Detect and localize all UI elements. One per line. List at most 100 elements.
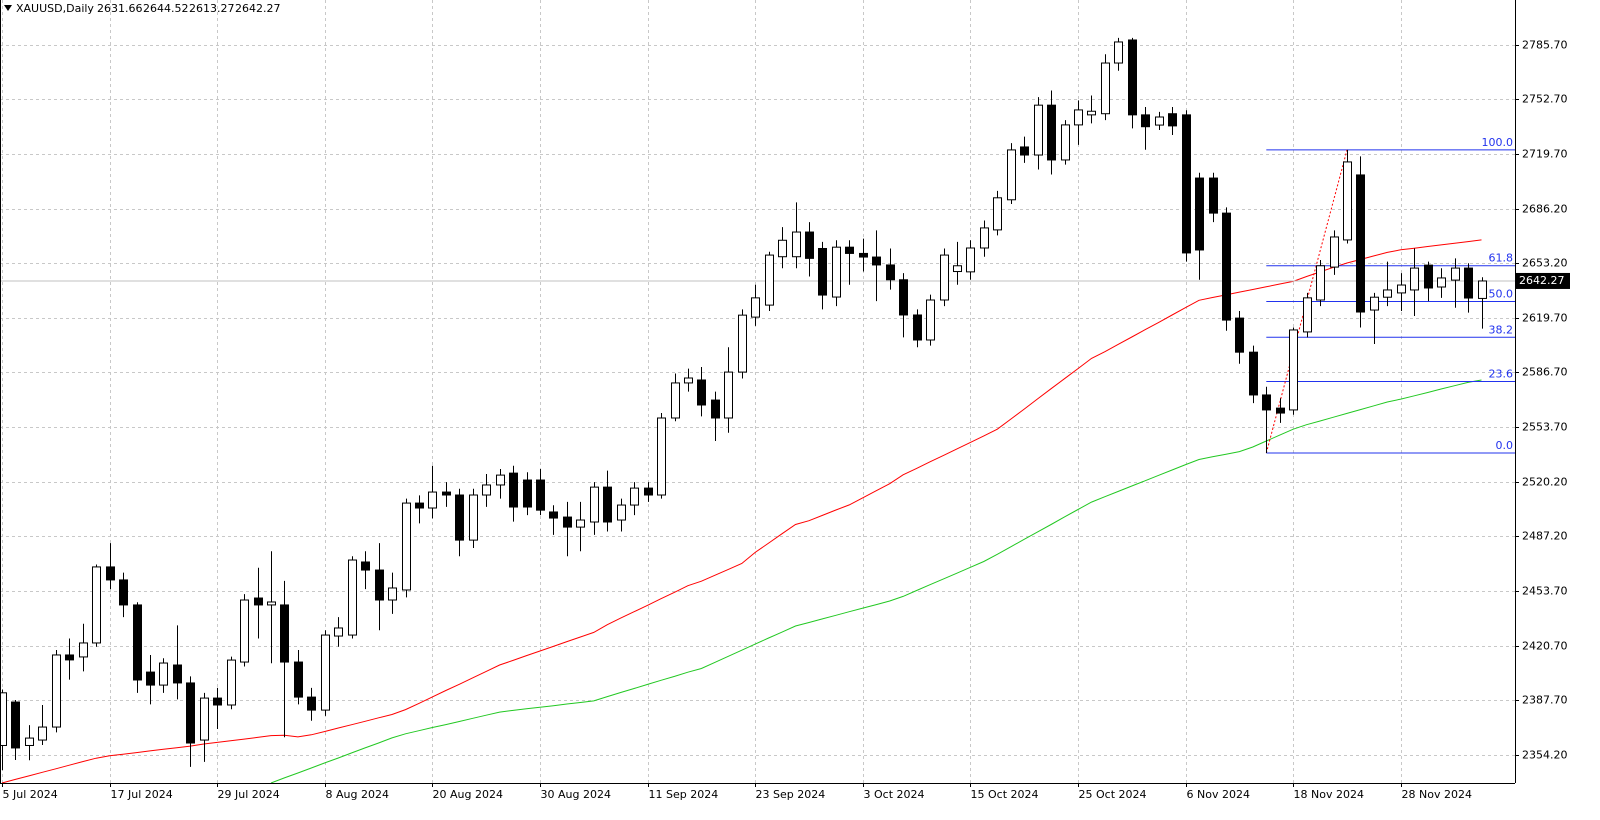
candle-body — [321, 634, 330, 711]
candle-body — [428, 491, 437, 509]
candle-body — [38, 726, 47, 741]
candle-body — [1276, 407, 1285, 414]
candle-body — [1478, 280, 1487, 299]
candle-body — [227, 659, 236, 706]
candle-body — [509, 472, 518, 508]
candle-body — [630, 487, 639, 506]
candle-body — [1410, 267, 1419, 291]
y-tick-label: 2785.70 — [1522, 39, 1568, 52]
x-tick-label: 28 Nov 2024 — [1402, 788, 1472, 801]
candle-body — [133, 604, 142, 681]
candle-body — [442, 491, 451, 496]
candle-body — [25, 737, 34, 746]
x-tick-label: 25 Oct 2024 — [1079, 788, 1147, 801]
candle-body — [402, 502, 411, 591]
candle-body — [765, 254, 774, 306]
candle-body — [966, 247, 975, 273]
axes: 2354.20 2387.70 2420.70 2453.70 2487.20 2520.… — [2, 39, 1570, 801]
candle-body — [375, 569, 384, 601]
candle-body — [1451, 267, 1460, 281]
candle-body — [845, 246, 854, 254]
candle-body — [240, 599, 249, 663]
candle-body — [1074, 109, 1083, 126]
candle-body — [1222, 212, 1231, 321]
candle-body — [523, 479, 532, 508]
candle-body — [926, 299, 935, 341]
candle-body — [267, 601, 276, 606]
x-tick-label: 18 Nov 2024 — [1294, 788, 1364, 801]
candle-body — [1128, 39, 1137, 116]
candle-body — [254, 597, 263, 606]
y-tick-label: 2586.70 — [1522, 366, 1568, 379]
candle-body — [1464, 267, 1473, 299]
y-tick-label: 2387.70 — [1522, 694, 1568, 707]
candle-body — [455, 494, 464, 541]
candle-body — [388, 587, 397, 601]
candle-body — [684, 377, 693, 384]
moving-average — [270, 379, 1482, 783]
candle-body — [644, 487, 653, 496]
y-tick-label: 2453.70 — [1522, 585, 1568, 598]
x-tick-label: 29 Jul 2024 — [218, 788, 280, 801]
candle-body — [1330, 236, 1339, 268]
x-tick-label: 3 Oct 2024 — [864, 788, 925, 801]
candle-body — [1007, 149, 1016, 201]
candle-body — [576, 519, 585, 528]
candle-body — [119, 579, 128, 606]
candle-body — [872, 256, 881, 266]
candle-body — [1289, 329, 1298, 411]
candle-body — [1343, 161, 1352, 241]
candle-body — [1101, 62, 1110, 115]
y-tick-label: 2553.70 — [1522, 421, 1568, 434]
candle-body — [307, 696, 316, 711]
x-tick-label: 20 Aug 2024 — [433, 788, 503, 801]
candle-body — [146, 671, 155, 686]
x-tick-label: 17 Jul 2024 — [111, 788, 173, 801]
candle-body — [186, 682, 195, 744]
symbol-menu-icon[interactable] — [4, 5, 12, 11]
candle-body — [1316, 265, 1325, 301]
plot-area: 100.0 61.8 50.0 38.2 23.6 0.0 — [0, 37, 1515, 783]
y-tick-label: 2619.70 — [1522, 312, 1568, 325]
candle-body — [280, 604, 289, 663]
candle-body — [549, 511, 558, 519]
candle-body — [106, 566, 115, 581]
candle-body — [1114, 41, 1123, 64]
candle-body — [603, 486, 612, 523]
candle-body — [1195, 177, 1204, 251]
candle-body — [1034, 104, 1043, 156]
candle-body — [536, 479, 545, 511]
x-tick-label: 11 Sep 2024 — [649, 788, 719, 801]
candle-body — [738, 314, 747, 373]
candle-body — [1020, 146, 1029, 156]
candle-body — [1168, 113, 1177, 127]
header-high: 2644.52 — [143, 2, 189, 15]
y-tick-label: 2653.20 — [1522, 257, 1568, 270]
candle-body — [711, 399, 720, 419]
candle-body — [913, 314, 922, 341]
candle-body — [993, 197, 1002, 231]
candle-body — [751, 297, 760, 318]
candle-body — [805, 231, 814, 259]
x-tick-label: 23 Sep 2024 — [756, 788, 826, 801]
y-tick-label: 2420.70 — [1522, 640, 1568, 653]
candle-body — [1303, 297, 1312, 333]
candle-body — [496, 474, 505, 486]
candle-body — [52, 654, 61, 728]
candle-body — [65, 654, 74, 661]
header-open: 2631.66 — [97, 2, 143, 15]
candle-body — [0, 692, 7, 746]
moving-average — [1, 239, 1482, 783]
candle-body — [980, 227, 989, 249]
candle-body — [657, 417, 666, 496]
y-tick-label: 2686.20 — [1522, 203, 1568, 216]
x-tick-label: 5 Jul 2024 — [3, 788, 58, 801]
candle-body — [886, 264, 895, 281]
candle-body — [348, 559, 357, 636]
fib-label: 61.8 — [1489, 252, 1514, 265]
y-tick-label: 2354.20 — [1522, 749, 1568, 762]
candle-body — [1141, 114, 1150, 128]
y-tick-label: 2719.70 — [1522, 148, 1568, 161]
candle-body — [415, 502, 424, 509]
